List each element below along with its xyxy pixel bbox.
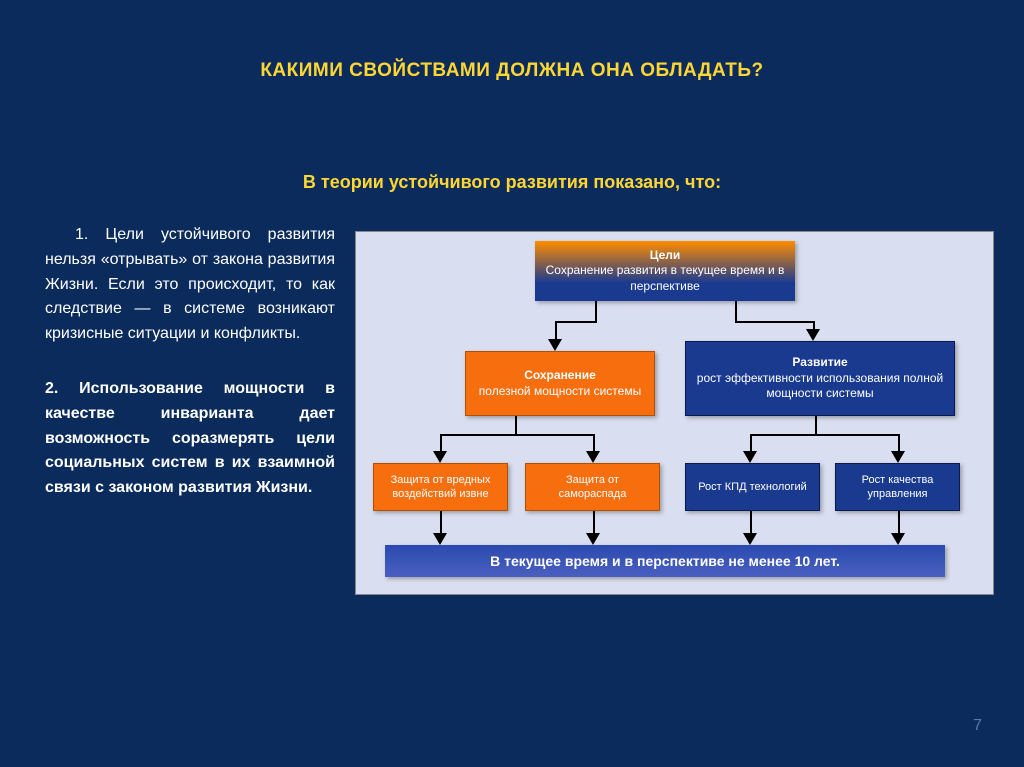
node-blue-mid-line2: рост эффективности использования полной … <box>694 371 946 402</box>
edge-line <box>898 434 900 452</box>
edge-line <box>440 511 442 533</box>
edge-line <box>593 511 595 533</box>
edge-line <box>515 416 517 434</box>
edge-line <box>815 416 817 434</box>
node-leaf4: Рост качества управления <box>835 463 960 511</box>
edge-line <box>440 434 595 436</box>
arrow-icon <box>433 451 447 463</box>
node-top-line1: Цели <box>650 248 681 264</box>
arrow-icon <box>433 533 447 545</box>
slide-title: КАКИМИ СВОЙСТВАМИ ДОЛЖНА ОНА ОБЛАДАТЬ? <box>0 0 1024 82</box>
node-leaf1: Защита от вредных воздействий извне <box>373 463 508 511</box>
edge-line <box>750 434 900 436</box>
node-leaf3: Рост КПД технологий <box>685 463 820 511</box>
arrow-icon <box>891 533 905 545</box>
node-leaf2: Защита от самораспада <box>525 463 660 511</box>
arrow-icon <box>806 329 820 341</box>
paragraph-1: 1. Цели устойчивого развития нельзя «отр… <box>45 223 335 347</box>
node-orange-mid-line1: Сохранение <box>524 368 596 384</box>
page-number: 7 <box>973 717 982 735</box>
arrow-icon <box>743 533 757 545</box>
node-blue-mid-line1: Развитие <box>792 355 847 371</box>
arrow-icon <box>586 533 600 545</box>
edge-line <box>593 434 595 452</box>
slide-subtitle: В теории устойчивого развития показано, … <box>0 172 1024 193</box>
paragraph-2: 2. Использование мощности в качестве инв… <box>45 377 335 501</box>
edge-line <box>735 321 815 323</box>
edge-line <box>735 301 737 321</box>
arrow-icon <box>548 339 562 351</box>
diagram: Цели Сохранение развития в текущее время… <box>355 223 994 603</box>
arrow-icon <box>586 451 600 463</box>
node-orange-mid-line2: полезной мощности системы <box>479 384 641 400</box>
arrow-icon <box>891 451 905 463</box>
edge-line <box>595 301 597 321</box>
edge-line <box>750 434 752 452</box>
edge-line <box>440 434 442 452</box>
node-blue-mid: Развитие рост эффективности использовани… <box>685 341 955 416</box>
arrow-icon <box>743 451 757 463</box>
text-column: 1. Цели устойчивого развития нельзя «отр… <box>45 223 355 603</box>
edge-line <box>898 511 900 533</box>
node-bottom: В текущее время и в перспективе не менее… <box>385 545 945 577</box>
edge-line <box>555 321 557 339</box>
node-orange-mid: Сохранение полезной мощности системы <box>465 351 655 416</box>
edge-line <box>555 321 597 323</box>
edge-line <box>750 511 752 533</box>
content-row: 1. Цели устойчивого развития нельзя «отр… <box>0 223 1024 603</box>
node-top: Цели Сохранение развития в текущее время… <box>535 241 795 301</box>
node-top-line2: Сохранение развития в текущее время и в … <box>543 263 787 294</box>
